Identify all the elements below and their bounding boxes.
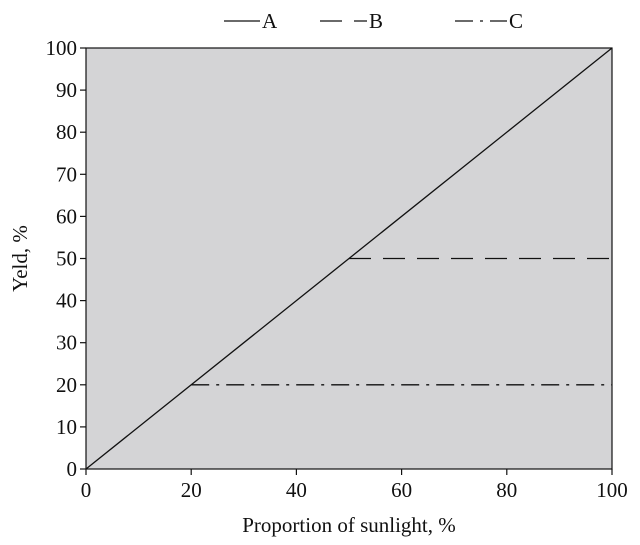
- y-tick-label: 100: [46, 36, 78, 60]
- y-tick-label: 80: [56, 120, 77, 144]
- y-axis-title: Yeld, %: [8, 225, 32, 292]
- y-tick-label: 10: [56, 415, 77, 439]
- y-tick-label: 30: [56, 331, 77, 355]
- x-tick-label: 40: [286, 478, 307, 502]
- x-tick-label: 20: [181, 478, 202, 502]
- legend-label-C: C: [509, 9, 523, 33]
- legend-label-A: A: [262, 9, 278, 33]
- y-tick-label: 0: [67, 457, 78, 481]
- y-tick-label: 50: [56, 247, 77, 271]
- x-tick-label: 60: [391, 478, 412, 502]
- y-tick-label: 90: [56, 78, 77, 102]
- y-tick-label: 70: [56, 162, 77, 186]
- axes: 0 20 40 60 80 100 0 10 20 30 40 50 60 70 80 90 100: [46, 36, 628, 502]
- x-axis-title: Proportion of sunlight, %: [242, 513, 456, 537]
- x-tick-label: 0: [81, 478, 92, 502]
- x-tick-label: 80: [496, 478, 517, 502]
- legend-label-B: B: [369, 9, 383, 33]
- y-tick-label: 60: [56, 204, 77, 228]
- x-tick-label: 100: [596, 478, 628, 502]
- y-tick-label: 40: [56, 289, 77, 313]
- series-layer: [85, 47, 613, 470]
- y-tick-label: 20: [56, 373, 77, 397]
- legend: A B C: [224, 9, 523, 33]
